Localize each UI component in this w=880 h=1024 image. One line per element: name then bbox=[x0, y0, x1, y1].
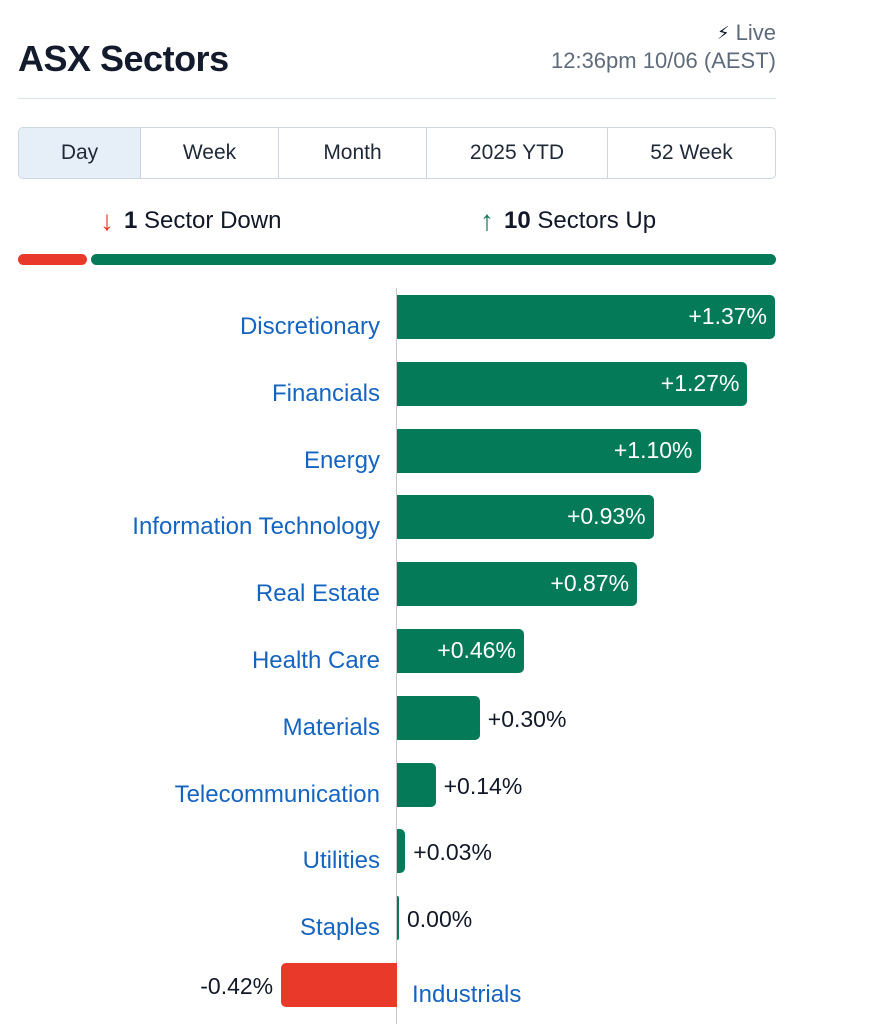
arrow-down-icon: ↓ bbox=[100, 205, 114, 236]
timestamp: 12:36pm 10/06 (AEST) bbox=[550, 48, 776, 73]
sector-row: Industrials -0.42% bbox=[18, 963, 776, 1008]
sector-row: Real Estate +0.87% bbox=[18, 562, 776, 608]
ratio-down-segment bbox=[18, 254, 87, 265]
sector-value-label: -0.42% bbox=[200, 973, 274, 999]
sector-label[interactable]: Energy bbox=[303, 446, 380, 474]
sector-bar[interactable] bbox=[281, 963, 397, 1007]
sector-row: Telecommunication +0.14% bbox=[18, 762, 776, 808]
sector-row: Information Technology +0.93% bbox=[18, 495, 776, 541]
sector-bar[interactable] bbox=[397, 495, 654, 540]
sector-label[interactable]: Telecommunication bbox=[174, 780, 380, 808]
page-title: ASX Sectors bbox=[18, 38, 229, 79]
sector-bar[interactable] bbox=[397, 896, 399, 941]
tab-day[interactable]: Day bbox=[19, 128, 141, 178]
sector-bar[interactable] bbox=[397, 361, 748, 406]
sector-value-label: +0.03% bbox=[413, 839, 492, 866]
sectors-down-summary: ↓ 1 Sector Down bbox=[100, 205, 281, 237]
sector-value-label: +0.46% bbox=[437, 637, 516, 663]
up-down-ratio-bar bbox=[18, 254, 776, 265]
up-label: Sectors Up bbox=[537, 207, 657, 234]
down-count: 1 bbox=[124, 207, 138, 234]
sector-row: Materials +0.30% bbox=[18, 695, 776, 741]
arrow-up-icon: ↑ bbox=[480, 205, 494, 236]
sector-label[interactable]: Industrials bbox=[412, 981, 522, 1008]
sector-bar[interactable] bbox=[397, 428, 701, 473]
sector-value-label: +0.93% bbox=[566, 503, 646, 530]
sector-value-label: +0.87% bbox=[550, 570, 630, 597]
sector-bar[interactable] bbox=[397, 295, 775, 339]
sector-value-label: +1.37% bbox=[688, 303, 767, 329]
sector-label[interactable]: Health Care bbox=[251, 647, 380, 674]
asx-sectors-widget: ASX Sectors ⚡ Live 12:36pm 10/06 (AEST) … bbox=[18, 0, 776, 1024]
up-count: 10 bbox=[504, 207, 531, 234]
up-summary-text: 10 Sectors Up bbox=[504, 207, 656, 235]
sector-row: Utilities +0.03% bbox=[18, 829, 776, 875]
down-label: Sector Down bbox=[144, 207, 282, 234]
sector-bar[interactable] bbox=[397, 829, 406, 874]
sector-label[interactable]: Information Technology bbox=[132, 513, 380, 541]
sector-value-label: +1.27% bbox=[660, 369, 740, 396]
sectors-up-summary: ↑ 10 Sectors Up bbox=[480, 205, 656, 237]
sector-row: Energy +1.10% bbox=[18, 428, 776, 474]
tab-week[interactable]: Week bbox=[141, 128, 279, 178]
sector-row: Financials +1.27% bbox=[18, 361, 776, 407]
down-summary-text: 1 Sector Down bbox=[124, 207, 281, 235]
sector-row: Discretionary +1.37% bbox=[18, 295, 776, 340]
sector-row: Staples 0.00% bbox=[18, 896, 776, 942]
zero-axis-line bbox=[396, 288, 397, 1024]
sector-bar[interactable] bbox=[397, 695, 480, 740]
tab-52-week[interactable]: 52 Week bbox=[650, 141, 733, 164]
sector-label[interactable]: Staples bbox=[299, 914, 380, 942]
sector-bar[interactable] bbox=[397, 562, 638, 607]
sector-label[interactable]: Financials bbox=[271, 379, 380, 407]
lightning-bolt-icon: ⚡ bbox=[717, 22, 730, 43]
header: ASX Sectors ⚡ Live 12:36pm 10/06 (AEST) bbox=[18, 0, 776, 99]
sector-label[interactable]: Discretionary bbox=[239, 313, 380, 340]
ratio-up-segment bbox=[90, 254, 776, 265]
sector-value-label: +1.10% bbox=[613, 436, 693, 463]
sector-label[interactable]: Materials bbox=[282, 713, 380, 741]
sector-label[interactable]: Real Estate bbox=[255, 580, 380, 608]
sector-value-label: +0.14% bbox=[443, 772, 523, 799]
sector-bar[interactable] bbox=[397, 629, 524, 673]
live-indicator: ⚡ Live bbox=[717, 20, 776, 46]
tab-month[interactable]: Month bbox=[279, 128, 427, 178]
sector-bar-chart: Discretionary +1.37% Financials +1.27% Energ… bbox=[18, 288, 776, 1024]
tab-2025-ytd[interactable]: 2025 YTD bbox=[427, 128, 608, 178]
sector-value-label: 0.00% bbox=[407, 906, 473, 933]
sector-row: Health Care +0.46% bbox=[18, 629, 776, 674]
sector-label[interactable]: Utilities bbox=[302, 847, 380, 875]
period-tabs: Day Week Month 2025 YTD 52 Week bbox=[18, 127, 776, 179]
live-label: Live bbox=[735, 20, 776, 45]
sector-value-label: +0.30% bbox=[487, 705, 567, 732]
sector-bar[interactable] bbox=[397, 762, 436, 807]
